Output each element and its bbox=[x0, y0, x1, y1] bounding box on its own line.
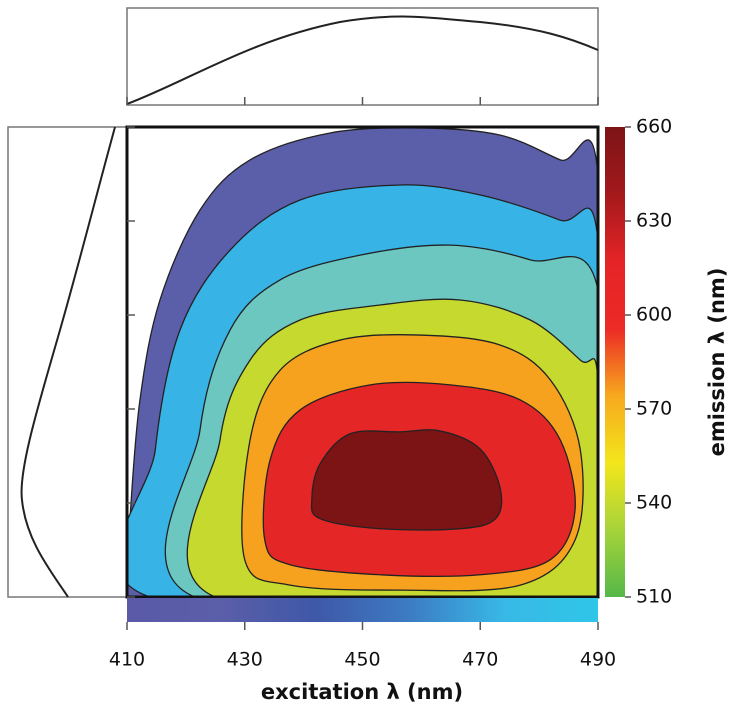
contour bbox=[310, 429, 503, 531]
x-tick-label: 490 bbox=[580, 649, 616, 671]
plot-frame bbox=[125, 125, 600, 599]
left-profile bbox=[20, 126, 116, 598]
colorbar bbox=[605, 127, 625, 597]
y-tick-label: 570 bbox=[636, 398, 672, 420]
y-tick-label: 510 bbox=[636, 586, 672, 608]
y-axis-title: emission λ (nm) bbox=[705, 268, 729, 457]
x-axis-title: excitation λ (nm) bbox=[261, 680, 463, 704]
y-tick-label: 600 bbox=[636, 304, 672, 326]
y-tick-label: 660 bbox=[636, 116, 672, 138]
top-profile bbox=[126, 15, 599, 105]
x-tick-label: 430 bbox=[227, 649, 263, 671]
contour-area bbox=[127, 127, 598, 597]
x-tick-label: 410 bbox=[109, 649, 145, 671]
top-profile-box bbox=[126, 7, 599, 106]
left-profile-box bbox=[7, 126, 128, 598]
x-tick-label: 470 bbox=[462, 649, 498, 671]
excitation-strip bbox=[127, 598, 598, 622]
x-tick-label: 450 bbox=[344, 649, 380, 671]
y-tick-label: 630 bbox=[636, 210, 672, 232]
y-tick-label: 540 bbox=[636, 492, 672, 514]
